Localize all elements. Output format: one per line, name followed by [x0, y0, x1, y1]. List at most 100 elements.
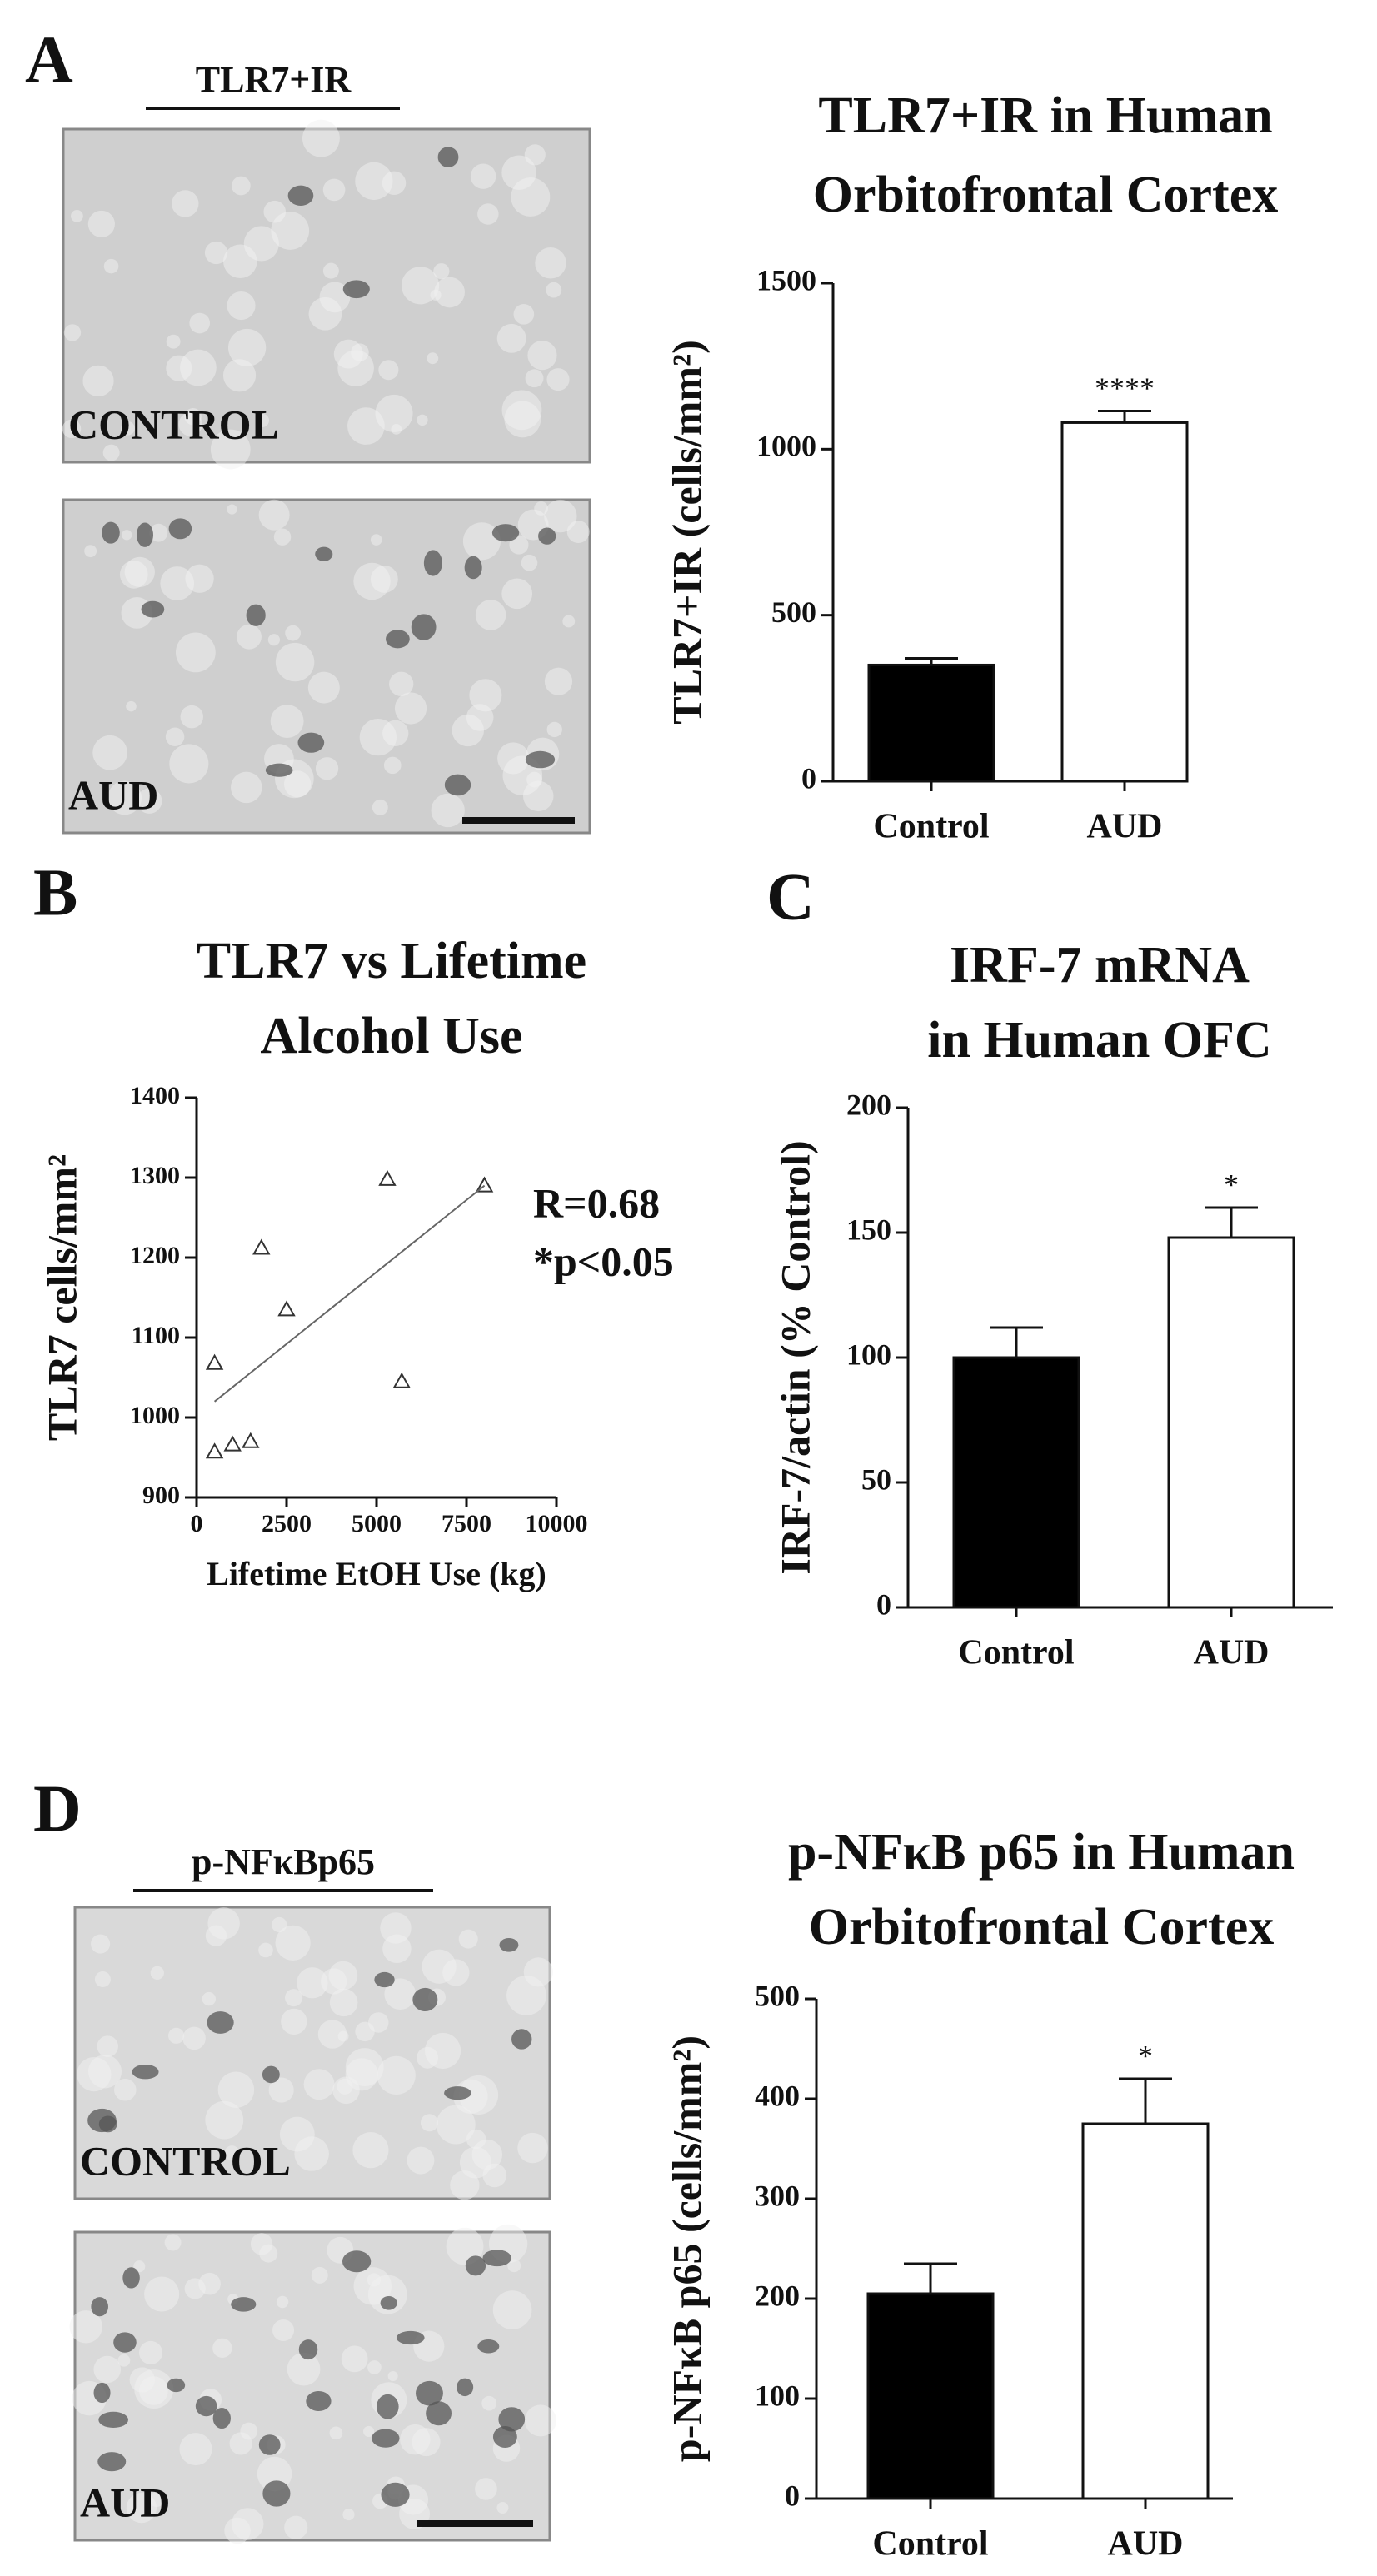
texture — [87, 210, 115, 238]
texture — [223, 244, 257, 279]
texture — [544, 499, 577, 533]
texture — [227, 291, 256, 321]
texture — [407, 2146, 435, 2175]
texture — [566, 521, 590, 544]
panel-letter: B — [33, 856, 77, 929]
texture — [506, 1975, 546, 2015]
texture — [355, 162, 393, 200]
cell — [231, 2297, 257, 2312]
cell — [87, 2108, 117, 2133]
cell — [491, 524, 520, 542]
cell — [167, 2378, 186, 2393]
cell — [298, 2339, 318, 2360]
texture — [383, 756, 402, 775]
texture — [179, 2433, 212, 2466]
texture — [126, 2493, 157, 2524]
texture — [87, 2055, 122, 2089]
texture — [431, 793, 465, 828]
texture — [114, 2079, 137, 2101]
y-tick-label: 1200 — [130, 1242, 180, 1269]
x-axis-label: Lifetime EtOH Use (kg) — [207, 1555, 546, 1592]
texture — [459, 2146, 491, 2179]
texture — [302, 119, 340, 157]
texture — [501, 578, 533, 610]
cell — [381, 2482, 410, 2507]
texture — [267, 634, 280, 646]
cell — [538, 527, 556, 545]
texture — [182, 2026, 206, 2050]
texture — [92, 735, 127, 770]
texture — [259, 2244, 278, 2263]
y-tick-label: 100 — [846, 1338, 891, 1371]
cell — [297, 732, 325, 753]
texture — [227, 504, 237, 515]
texture — [524, 2404, 556, 2437]
point — [392, 1372, 411, 1388]
cell — [212, 2408, 231, 2429]
chart-title: Alcohol Use — [260, 1008, 522, 1064]
cell — [93, 2382, 111, 2404]
texture — [328, 1961, 358, 1991]
x-tick-label: 2500 — [262, 1510, 312, 1537]
texture — [370, 534, 382, 546]
cell — [416, 2380, 443, 2406]
texture — [535, 247, 566, 279]
point — [242, 1432, 260, 1448]
cell — [97, 2452, 127, 2472]
y-tick-label: 1500 — [756, 263, 816, 296]
cell — [444, 2086, 471, 2100]
cell — [412, 1987, 438, 2012]
x-tick-label: 7500 — [442, 1510, 491, 1537]
texture — [272, 2319, 295, 2342]
cell — [262, 2065, 280, 2084]
cell — [482, 2250, 511, 2267]
y-tick-label: 400 — [755, 2079, 800, 2112]
y-tick-label: 500 — [771, 595, 816, 629]
texture — [367, 2360, 382, 2374]
texture — [497, 742, 530, 775]
texture — [240, 2422, 258, 2440]
texture — [475, 2478, 497, 2500]
texture — [329, 1988, 358, 2017]
x-tick-label: AUD — [1108, 2525, 1184, 2564]
y-tick-label: 200 — [755, 2279, 800, 2312]
texture — [189, 312, 210, 334]
y-axis-label: IRF-7/actin (% Control) — [771, 1140, 818, 1574]
texture — [97, 2035, 118, 2057]
stain-label: p-NFκBp65 — [192, 1841, 375, 1882]
texture — [168, 2027, 185, 2044]
cell — [396, 2330, 425, 2345]
chart-title: p-NFκB p65 in Human — [788, 1824, 1295, 1881]
texture — [303, 2069, 335, 2100]
cell — [132, 2064, 159, 2080]
texture — [544, 667, 573, 695]
image-label: CONTROL — [80, 2137, 291, 2184]
texture — [258, 499, 290, 531]
texture — [527, 341, 557, 371]
cell — [207, 2011, 234, 2034]
cell — [306, 2390, 332, 2412]
cell — [464, 556, 482, 580]
texture — [139, 2340, 163, 2364]
cell — [246, 604, 266, 626]
texture — [322, 178, 346, 202]
texture — [210, 429, 251, 470]
y-tick-label: 500 — [755, 1979, 800, 2012]
texture — [268, 2077, 294, 2103]
x-tick-label: AUD — [1194, 1634, 1270, 1672]
significance: **** — [1095, 371, 1155, 405]
bar — [1167, 1236, 1295, 1609]
texture — [273, 528, 292, 546]
texture — [469, 679, 502, 712]
chart-title: in Human OFC — [927, 1012, 1271, 1069]
texture — [227, 328, 267, 367]
texture — [84, 545, 97, 558]
annotation: *p<0.05 — [533, 1238, 674, 1284]
texture — [458, 2075, 499, 2115]
texture — [107, 780, 142, 815]
texture — [285, 1989, 303, 2007]
texture — [337, 2078, 353, 2095]
cell — [102, 521, 120, 544]
cell — [374, 1971, 395, 1988]
texture — [205, 1925, 227, 1946]
